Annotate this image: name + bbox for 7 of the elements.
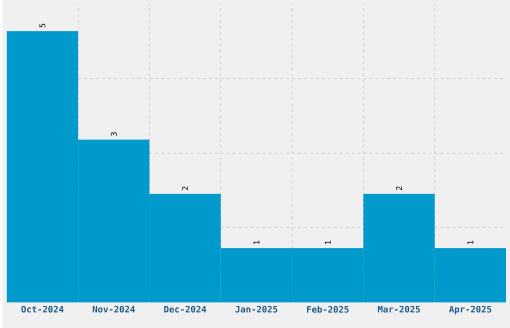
x-tick-label: Nov-2024	[92, 306, 135, 312]
x-tick-label: Dec-2024	[164, 306, 206, 312]
x-tick-label: Jan-2025	[235, 306, 278, 312]
x-tick-label: Oct-2024	[21, 306, 64, 312]
x-tick-label: Mar-2025	[378, 306, 420, 312]
x-tick-label: Apr-2025	[449, 306, 492, 314]
x-tick-label: Feb-2025	[307, 306, 349, 313]
